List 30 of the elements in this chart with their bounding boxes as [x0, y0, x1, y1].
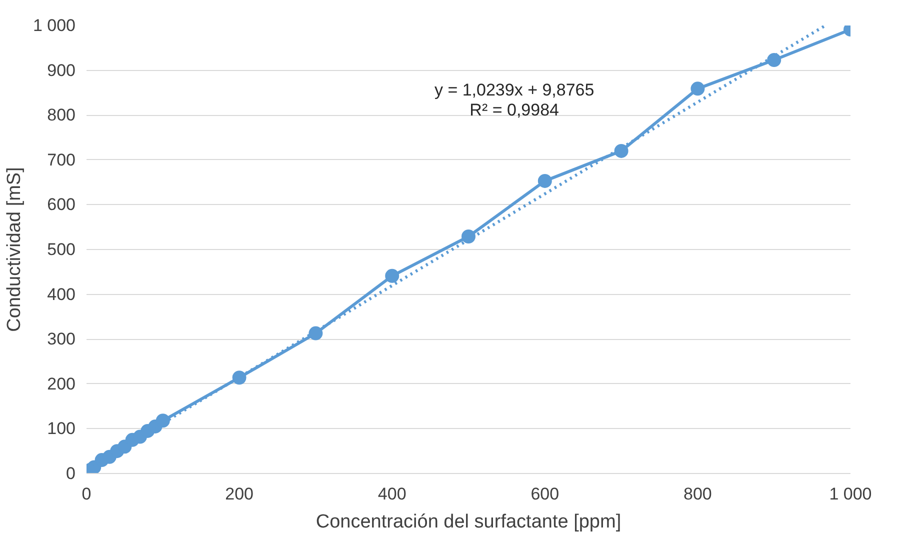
- y-tick-label: 600: [47, 195, 76, 214]
- point: [308, 326, 323, 340]
- y-axis-title: Conductividad [mS]: [4, 167, 25, 332]
- annotation: R² = 0,9984: [470, 100, 559, 120]
- point: [232, 370, 246, 385]
- point: [156, 414, 170, 428]
- x-tick-label: 0: [82, 484, 92, 504]
- y-tick-label: 200: [47, 374, 76, 394]
- x-tick-label: 200: [225, 484, 254, 504]
- x-tick-label: 600: [530, 484, 560, 504]
- y-tick-label: 100: [47, 419, 76, 438]
- point: [767, 53, 782, 67]
- y-tick-label: 800: [47, 106, 76, 125]
- y-tick-label: 1 000: [32, 16, 76, 35]
- point: [614, 144, 628, 158]
- x-tick-label: 800: [684, 484, 712, 504]
- y-tick-label: 400: [47, 284, 76, 304]
- x-tick-label: 400: [378, 484, 406, 504]
- x-tick-label: 1 000: [829, 484, 872, 504]
- y-tick-label: 900: [47, 60, 76, 80]
- annotation: y = 1,0239x + 9,8765: [434, 80, 594, 100]
- point: [538, 174, 552, 188]
- y-tick-label: 500: [47, 240, 76, 259]
- point: [690, 82, 705, 96]
- point: [385, 268, 400, 283]
- y-tick-label: 0: [66, 464, 76, 483]
- y-tick-label: 300: [47, 330, 76, 349]
- x-axis-title: Concentración del surfactante [ppm]: [316, 512, 622, 532]
- y-tick-label: 700: [47, 150, 76, 170]
- point: [462, 230, 476, 244]
